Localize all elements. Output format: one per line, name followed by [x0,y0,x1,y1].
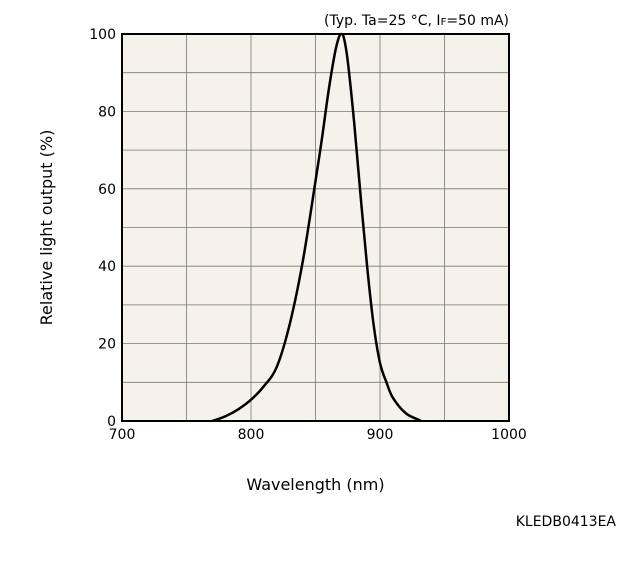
condition-suffix: =50 mA) [446,13,509,29]
figure-code: KLEDB0413EA [515,514,616,530]
tick-labels: 700 800 900 1000 0 20 40 60 80 100 [89,27,527,443]
x-tick-label: 900 [367,427,394,443]
y-tick-label: 100 [89,27,116,43]
y-tick-label: 20 [98,337,116,353]
y-tick-label: 80 [98,104,116,120]
condition-subscript: F [441,17,447,28]
plot-frame [121,33,510,422]
condition-prefix: (Typ. Ta=25 °C, I [324,13,441,29]
x-tick-label: 700 [109,427,136,443]
x-tick-label: 1000 [491,427,527,443]
y-axis-label: Relative light output (%) [37,130,56,326]
measurement-condition: (Typ. Ta=25 °C, IF=50 mA) [324,13,509,29]
x-axis-label: Wavelength (nm) [246,475,384,494]
x-tick-label: 800 [238,427,265,443]
y-tick-label: 40 [98,259,116,275]
y-tick-label: 0 [107,414,116,430]
y-tick-label: 60 [98,182,116,198]
